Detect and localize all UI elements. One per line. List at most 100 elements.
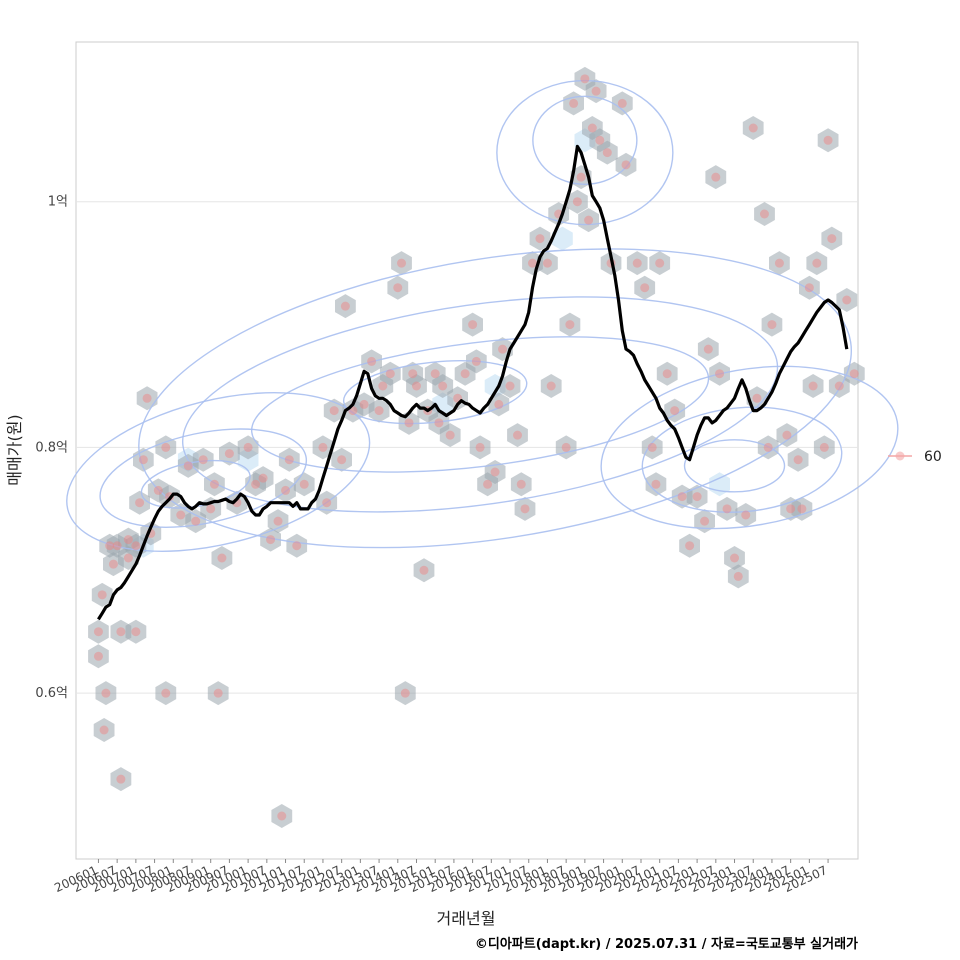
transaction-point (183, 461, 193, 471)
transaction-point (131, 541, 141, 551)
transaction-point (393, 283, 403, 293)
transaction-point (374, 406, 384, 416)
transaction-point (123, 553, 133, 563)
transaction-point (217, 553, 227, 563)
hexbin-cell (447, 386, 468, 411)
hexbin-cell (331, 447, 352, 472)
transaction-point (411, 381, 421, 391)
transaction-point (123, 535, 133, 545)
transaction-point (516, 479, 526, 489)
transaction-point (434, 418, 444, 428)
hexbin-cell (724, 546, 745, 570)
legend: 60 (888, 449, 942, 465)
transaction-point (97, 590, 107, 600)
density-contour (342, 360, 528, 425)
transaction-point (258, 473, 268, 483)
transaction-point (273, 516, 283, 526)
transaction-point (520, 504, 530, 514)
transaction-point (823, 135, 833, 145)
transaction-point (490, 467, 500, 477)
transaction-point (797, 504, 807, 514)
hexbin-cell (537, 251, 558, 276)
density-contour (140, 459, 251, 509)
transaction-point (535, 234, 545, 244)
transaction-point (763, 442, 773, 452)
density-contour (641, 406, 843, 513)
hexbin-cell (88, 644, 109, 669)
transaction-point (105, 541, 115, 551)
hexbin-cell (645, 472, 667, 497)
density-contours (66, 79, 899, 552)
transaction-point (793, 455, 803, 465)
moving-average-line (97, 144, 849, 621)
transaction-point (700, 516, 710, 526)
hexbin-cell (727, 564, 749, 589)
hexbin-cell (821, 226, 843, 251)
transaction-point (404, 418, 414, 428)
transaction-point (340, 301, 350, 311)
hexbin-cell (626, 251, 648, 276)
transaction-point (565, 320, 575, 330)
hexbin-cell (567, 189, 588, 214)
hexbin-cell (836, 288, 858, 312)
y-tick-label: 0.6억 (35, 686, 68, 701)
hexbin-cell (335, 294, 356, 319)
hexbin-cell (439, 423, 461, 448)
transaction-point (849, 369, 859, 379)
transaction-point (251, 479, 261, 489)
transaction-point (99, 725, 109, 735)
transaction-point (632, 258, 642, 268)
transaction-point (471, 356, 481, 366)
hexbin-cell (406, 374, 427, 398)
transaction-point (138, 455, 148, 465)
hexbin-cell (271, 804, 293, 828)
hexbin-cell (267, 509, 289, 534)
hexbin-cell (813, 435, 835, 460)
density-contour (66, 392, 371, 552)
transaction-point (647, 442, 657, 452)
transaction-point (93, 651, 103, 661)
transaction-point (101, 688, 111, 698)
transaction-point (292, 541, 302, 551)
x-axis-title: 거래년월 (437, 909, 496, 928)
hexbin-cell (252, 466, 274, 491)
density-contour (138, 248, 853, 549)
hexbin-cell (499, 374, 521, 398)
hexbin-cell (469, 435, 491, 460)
transaction-point (198, 455, 208, 465)
hexbin-cell (664, 398, 686, 423)
transaction-point (662, 369, 672, 379)
moving-average-path (97, 144, 849, 621)
transaction-point (752, 393, 762, 403)
transaction-point (819, 442, 829, 452)
transaction-point (329, 406, 339, 416)
hexbin-cell (391, 251, 412, 276)
transaction-point (842, 295, 852, 305)
hexbin-cell (278, 447, 300, 472)
transaction-point (176, 510, 186, 520)
hexbin-cell (596, 140, 618, 165)
transaction-point (284, 455, 294, 465)
transaction-point (621, 160, 631, 170)
transaction-point (142, 393, 152, 403)
transaction-point (108, 559, 118, 569)
hexbin-cell (802, 374, 824, 398)
hexbin-cell (559, 312, 581, 337)
hexbin-cell (649, 251, 671, 276)
hexbin-cell (754, 202, 775, 226)
transaction-point (191, 516, 201, 526)
hexbin-cell (110, 767, 132, 792)
hexbin-cell (129, 490, 150, 515)
transaction-point (161, 442, 171, 452)
transaction-point (438, 381, 448, 391)
transaction-point (161, 688, 171, 698)
transaction-point (419, 565, 429, 575)
hexbin-cell (125, 619, 147, 644)
hexbin-cell (368, 398, 390, 423)
transaction-point (131, 627, 141, 637)
transaction-point (430, 369, 440, 379)
transaction-point (359, 399, 369, 409)
hexbin-cell (237, 435, 259, 460)
transaction-point (834, 381, 844, 391)
transaction-point (322, 498, 332, 508)
